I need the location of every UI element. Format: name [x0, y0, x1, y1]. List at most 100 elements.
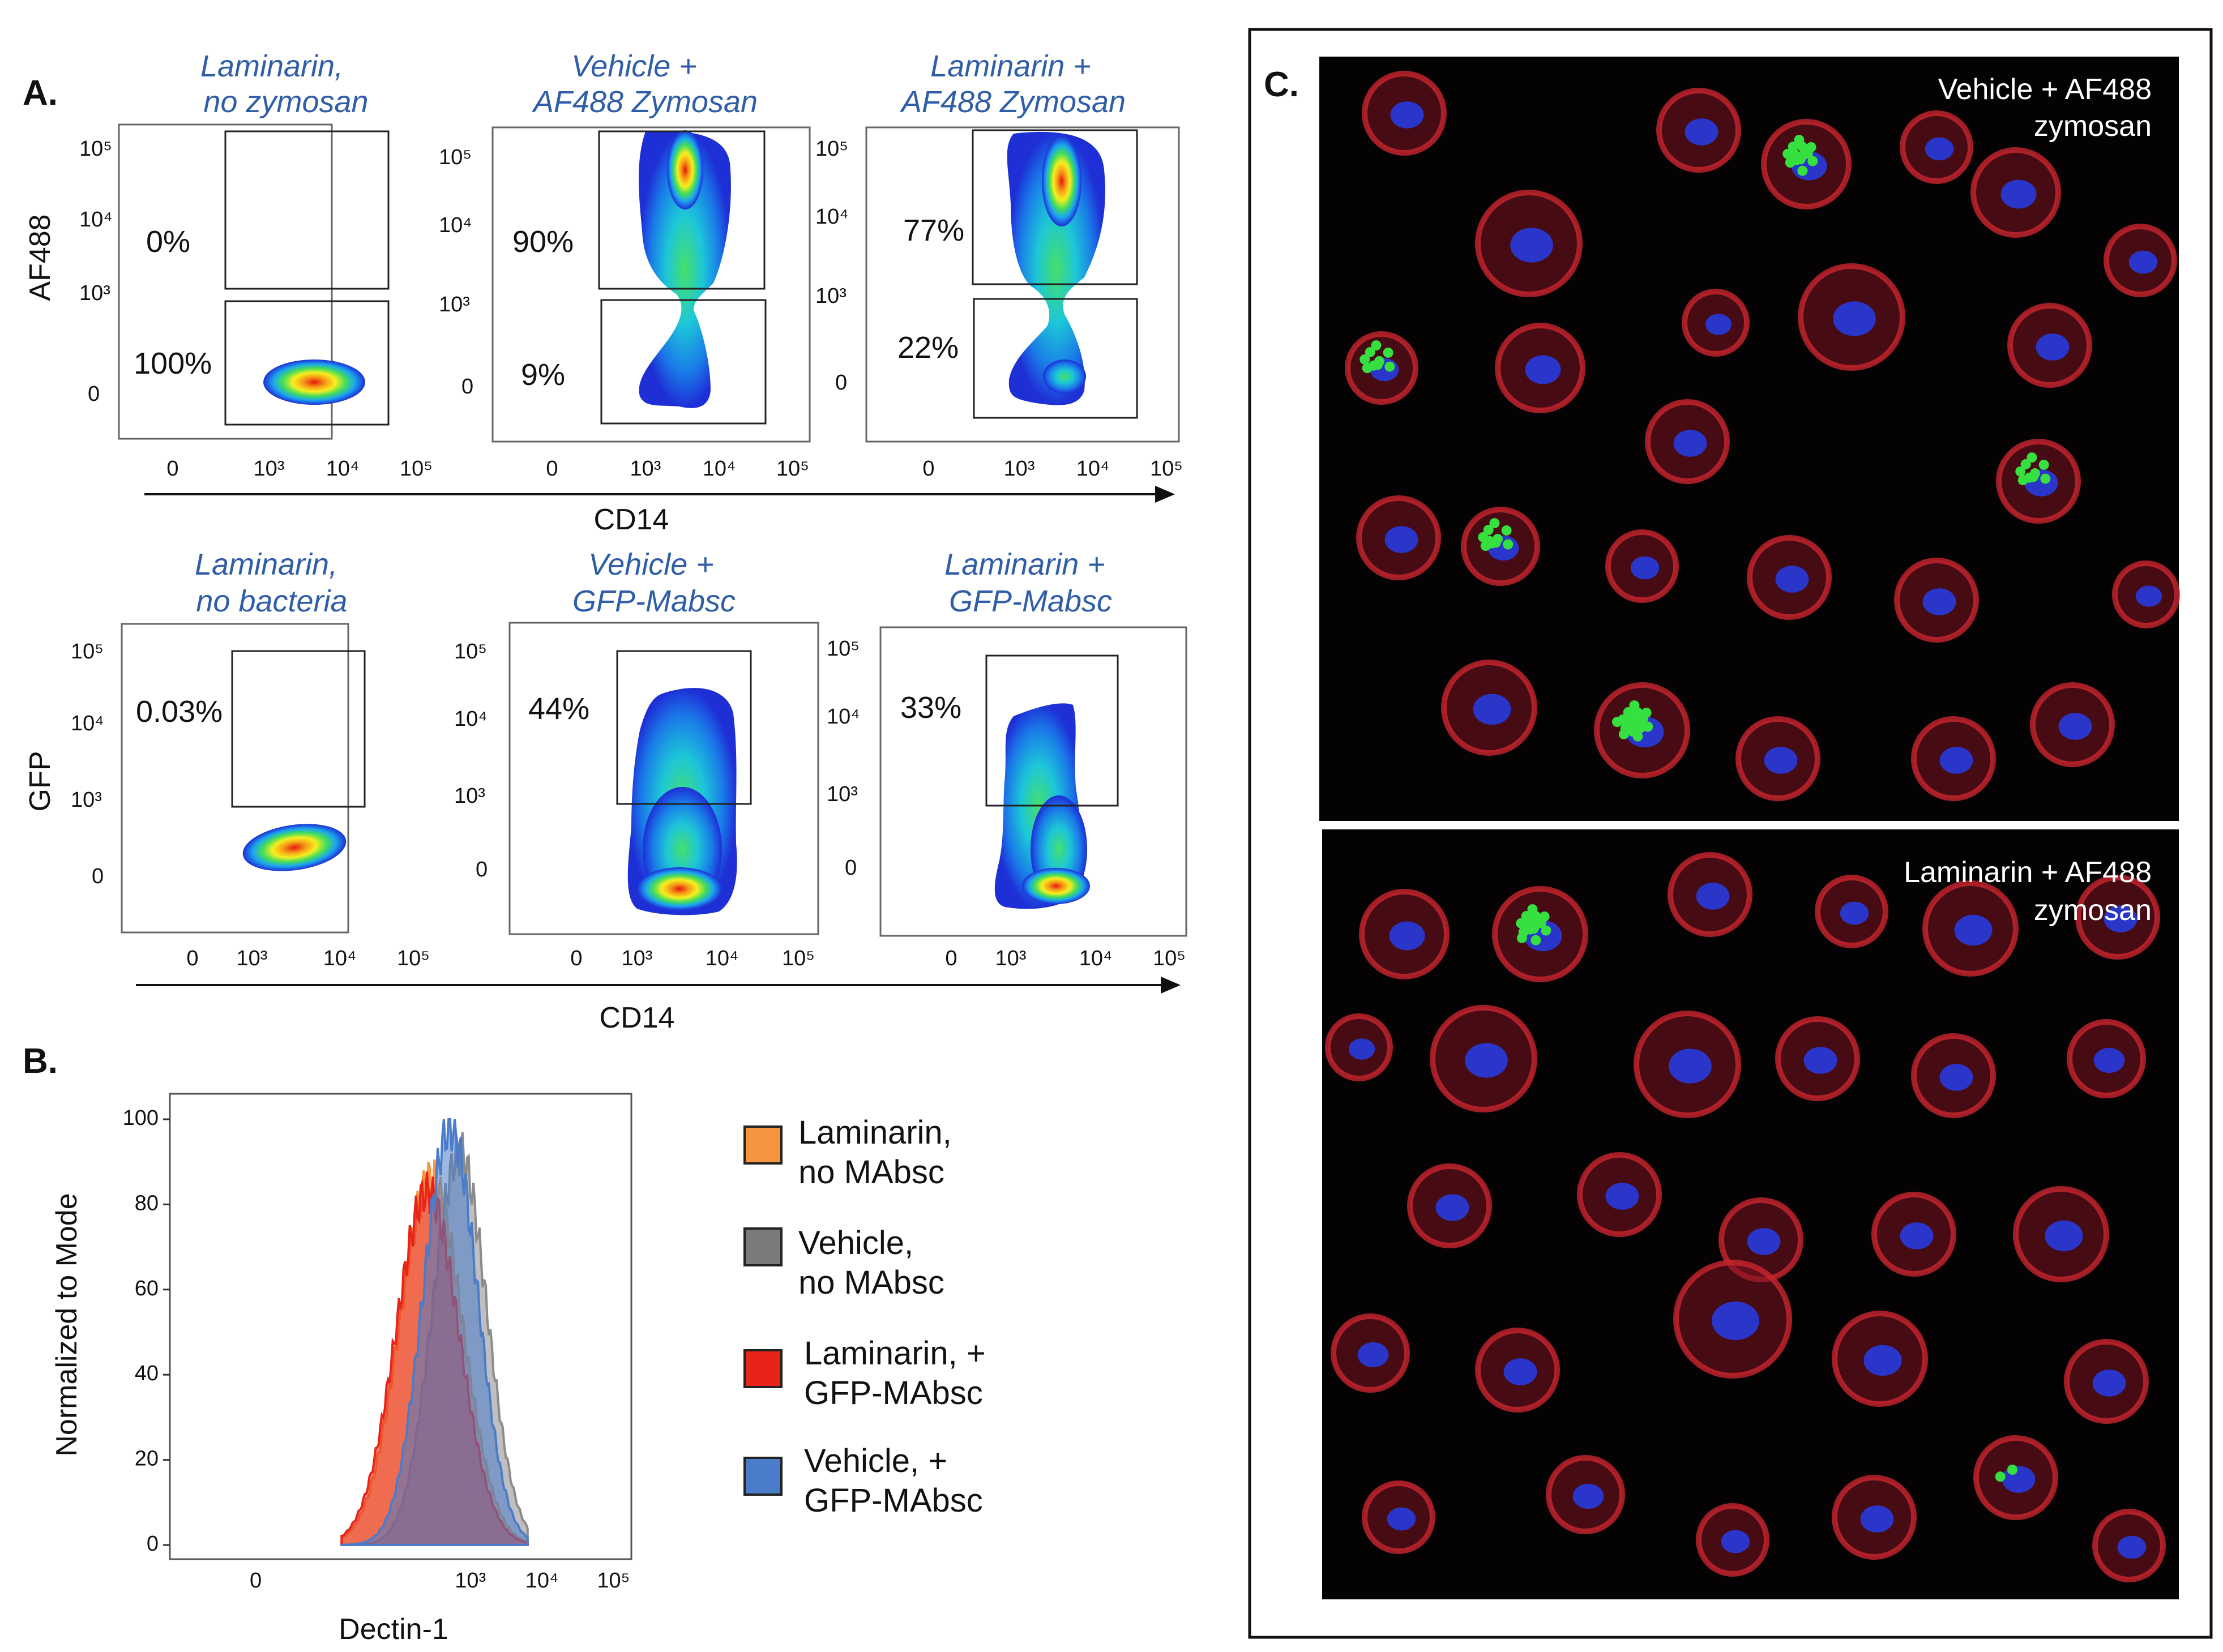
- x-tick-1e5: 10⁵: [397, 947, 430, 970]
- zymosan-particle: [2024, 472, 2034, 483]
- x-tick-1e5: 10⁵: [1150, 457, 1183, 481]
- x-tick-0: 0: [186, 947, 198, 970]
- cell-nucleus: [1630, 556, 1660, 580]
- legend-item: Vehicle, + GFP-MAbsc: [743, 1443, 983, 1519]
- density-hotspot: [637, 867, 722, 910]
- cell-nucleus: [1922, 588, 1956, 615]
- cell-nucleus: [1840, 901, 1869, 925]
- plot-title-line1: Laminarin +: [930, 49, 1091, 83]
- legend-item: Laminarin, + GFP-MAbsc: [743, 1335, 986, 1411]
- cell-nucleus: [1390, 101, 1424, 129]
- zymosan-particle: [1531, 935, 1541, 945]
- density-cluster: [1007, 132, 1105, 405]
- cell-nucleus: [2104, 905, 2138, 932]
- zymosan-particle: [2040, 473, 2051, 484]
- cell-nucleus: [1673, 430, 1707, 457]
- legend-label-line1: Vehicle,: [798, 1225, 913, 1261]
- x-tick-1e4: 10⁴: [323, 947, 357, 970]
- lower-gate: [973, 298, 1138, 419]
- zymosan-particle: [1536, 918, 1546, 928]
- cell-nucleus: [1747, 1228, 1781, 1255]
- gate-pct: 0.03%: [136, 695, 223, 729]
- zymosan-particle: [1489, 518, 1500, 529]
- upper-gate: [616, 650, 752, 805]
- x-tick-0: 0: [945, 947, 957, 970]
- x-tick-1e4: 10⁴: [706, 947, 739, 970]
- legend-swatch: [743, 1457, 783, 1496]
- zymosan-particle: [1503, 539, 1514, 550]
- plot-title-line2: GFP-Mabsc: [949, 584, 1112, 618]
- density-hotspot-lower: [1043, 359, 1086, 393]
- y-tick-label: 80: [135, 1191, 159, 1215]
- cell-nucleus: [1685, 118, 1718, 145]
- lower-gate-pct: 100%: [134, 346, 212, 380]
- upper-gate-pct: 0%: [146, 225, 190, 259]
- x-tick-0: 0: [546, 457, 558, 481]
- histogram-legend: Laminarin, no MAbsc Vehicle, no MAbsc La…: [743, 1114, 986, 1519]
- y-tick-0: 0: [92, 864, 104, 888]
- y-tick-1e3: 10³: [79, 281, 110, 305]
- cell-nucleus: [2058, 713, 2092, 740]
- row2-x-arrowhead: [1161, 977, 1181, 994]
- cell-nucleus: [2002, 1466, 2036, 1493]
- x-tick-1e3: 10³: [630, 457, 661, 481]
- micrograph-laminarin: Laminarin + AF488 zymosan: [1322, 829, 2179, 1599]
- zymosan-particle: [1484, 536, 1494, 546]
- histogram-y-ticks: 0 20 40 60 80 100: [123, 1106, 170, 1556]
- y-tick-0: 0: [461, 375, 473, 399]
- legend-label-line2: no MAbsc: [798, 1154, 944, 1191]
- plot-title-line1: Laminarin,: [200, 49, 343, 83]
- cell-nucleus: [1525, 355, 1561, 384]
- legend-swatch: [743, 1227, 783, 1266]
- histogram-series-3: [340, 1118, 529, 1546]
- zymosan-particle: [1797, 141, 1807, 152]
- y-tick-label: 0: [147, 1532, 159, 1556]
- cell-nucleus: [1465, 1043, 1508, 1078]
- x-tick-1e3: 10³: [237, 947, 268, 970]
- cell-nucleus: [2117, 1535, 2147, 1559]
- y-tick-0: 0: [476, 858, 488, 881]
- y-tick-0: 0: [88, 382, 100, 406]
- zymosan-particle: [1627, 726, 1638, 737]
- x-tick-1e5: 10⁵: [400, 457, 433, 481]
- y-tick-0: 0: [845, 856, 857, 880]
- cell-nucleus: [1939, 1064, 1973, 1091]
- y-tick-1e5: 10⁵: [815, 137, 848, 161]
- row2-x-axis-label: CD14: [600, 1002, 675, 1034]
- lower-gate-pct: 22%: [897, 331, 959, 365]
- y-tick-1e4: 10⁴: [71, 712, 104, 735]
- row1-x-arrowhead: [1155, 486, 1175, 503]
- cell-nucleus: [2128, 250, 2158, 274]
- plot-title-line2: no bacteria: [196, 584, 347, 618]
- upper-gate: [972, 129, 1138, 285]
- zymosan-particle: [1631, 713, 1641, 724]
- legend-item: Laminarin, no MAbsc: [743, 1114, 952, 1191]
- cell-nucleus: [2135, 585, 2162, 607]
- zymosan-particle: [1384, 361, 1395, 372]
- plot-title-line2: no zymosan: [203, 85, 368, 119]
- panel-c-letter: C.: [1264, 65, 1299, 104]
- histogram-y-axis-label: Normalized to Mode: [50, 1193, 83, 1456]
- zymosan-particle: [2015, 466, 2026, 477]
- x-tick-1e4: 10⁴: [1076, 457, 1110, 481]
- legend-item: Vehicle, no MAbsc: [743, 1225, 944, 1301]
- micrograph-vehicle: Vehicle + AF488 zymosan: [1319, 57, 2180, 821]
- density-cluster: [242, 824, 347, 871]
- zymosan-particle: [1797, 165, 1808, 176]
- zymosan-particle: [1525, 915, 1536, 926]
- micrograph-label-line1: Laminarin + AF488: [1904, 856, 2152, 889]
- cell-nucleus: [2093, 1047, 2125, 1073]
- row2-plot-1: Laminarin, no bacteria 0.03% 10⁵ 10⁴ 10³…: [71, 547, 430, 970]
- y-tick-1e3: 10³: [815, 284, 847, 308]
- cell-nucleus: [1605, 1183, 1639, 1210]
- x-tick-1e3: 10³: [254, 457, 285, 481]
- y-tick-label: 40: [135, 1362, 159, 1385]
- plot-title-line2: AF488 Zymosan: [900, 85, 1126, 119]
- cell-nucleus: [1348, 1038, 1375, 1060]
- cell-nucleus: [1669, 1048, 1712, 1084]
- histogram-x-axis-label: Dectin-1: [339, 1613, 448, 1646]
- x-tick-1e5: 10⁵: [782, 947, 815, 970]
- cell-nucleus: [1775, 566, 1809, 593]
- legend-swatch: [743, 1349, 783, 1388]
- density-hotspot: [667, 130, 703, 209]
